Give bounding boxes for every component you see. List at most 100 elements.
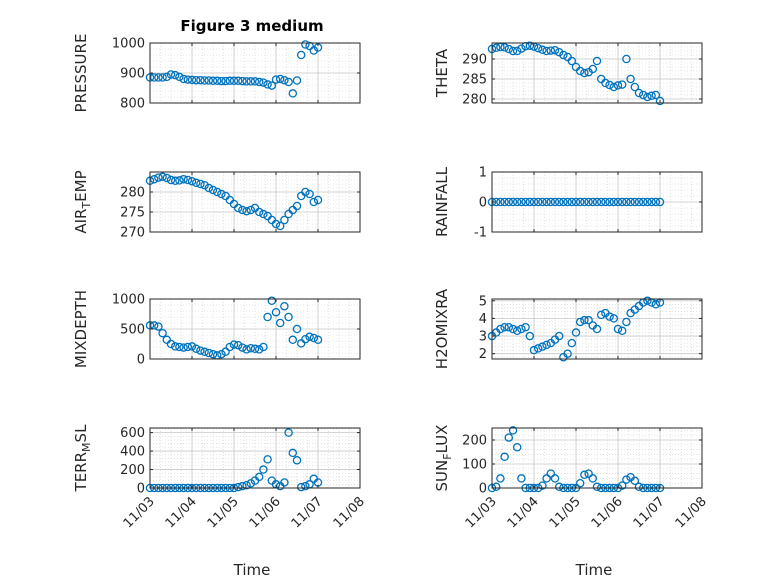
data-point	[280, 478, 289, 487]
data-point	[571, 197, 581, 207]
data-point	[263, 312, 272, 322]
data-point	[233, 482, 243, 492]
data-point	[596, 197, 606, 207]
data-point	[643, 296, 652, 306]
data-point	[508, 324, 518, 334]
data-point	[305, 189, 314, 199]
data-point	[212, 187, 222, 197]
data-point	[601, 78, 610, 88]
data-point	[187, 75, 197, 85]
data-point	[559, 50, 568, 60]
data-point	[655, 197, 665, 207]
data-point	[588, 64, 598, 74]
data-point	[301, 187, 310, 197]
data-point	[158, 73, 167, 82]
data-point	[183, 342, 193, 352]
data-point	[504, 322, 514, 332]
x-tick-label: 11/03	[121, 494, 158, 531]
y-tick-label: 100	[462, 458, 487, 473]
data-point	[550, 45, 560, 55]
data-point	[301, 40, 310, 49]
data-point	[538, 342, 547, 351]
data-point	[242, 480, 251, 490]
data-point	[542, 474, 551, 483]
data-point	[617, 80, 627, 89]
data-point	[500, 197, 509, 207]
data-point	[655, 96, 665, 106]
data-point	[170, 176, 180, 186]
data-point	[554, 331, 564, 341]
y-tick-label: 280	[462, 93, 487, 108]
data-point	[634, 482, 644, 492]
data-point	[580, 68, 589, 78]
y-tick-label: 1	[479, 166, 487, 181]
data-point	[259, 342, 268, 352]
data-point	[508, 46, 518, 56]
data-point	[500, 322, 509, 332]
data-point	[313, 335, 323, 345]
data-point	[512, 46, 522, 56]
data-point	[288, 448, 298, 458]
data-point	[496, 474, 505, 483]
data-point	[500, 43, 509, 52]
data-point	[601, 197, 610, 207]
data-point	[575, 66, 585, 76]
x-tick-label: 11/05	[205, 494, 242, 531]
data-point	[208, 76, 218, 86]
data-point	[288, 89, 298, 98]
data-point	[622, 54, 631, 64]
data-point	[517, 474, 526, 483]
data-point	[517, 324, 526, 334]
axes-box	[149, 427, 361, 489]
data-point	[580, 470, 589, 480]
y-tick-label: 5	[479, 294, 487, 309]
data-point	[651, 300, 661, 309]
h2omixra-panel: 2 3 4 5 H2OMIXRA	[433, 288, 703, 369]
x-tick-label: 11/08	[673, 494, 710, 531]
data-point	[609, 82, 619, 92]
data-point	[191, 75, 201, 85]
data-point	[229, 76, 239, 86]
data-point	[647, 91, 656, 101]
data-point	[550, 197, 560, 207]
data-point	[546, 46, 556, 55]
y-tick-label: 400	[120, 445, 145, 460]
y-tick-label: 3	[479, 330, 487, 345]
x-tick-label: 11/06	[589, 494, 626, 531]
data-point	[533, 197, 543, 207]
data-point	[271, 219, 281, 229]
data-point	[647, 197, 656, 207]
data-point	[275, 74, 285, 84]
data-point	[229, 340, 239, 349]
data-point	[200, 347, 209, 357]
data-point	[626, 197, 635, 207]
data-point	[275, 318, 285, 328]
rainfall-panel: -1 0 1 RAINFALL	[433, 166, 703, 241]
data-point	[546, 197, 556, 207]
data-point	[613, 81, 623, 90]
data-point	[292, 76, 302, 85]
data-point	[238, 343, 247, 352]
data-point	[651, 90, 661, 100]
x-tick-label: 11/07	[631, 494, 668, 531]
data-point	[592, 324, 602, 334]
data-point	[504, 433, 514, 442]
axes-box	[491, 42, 703, 104]
data-point	[204, 76, 214, 85]
data-point	[259, 209, 268, 219]
data-point	[592, 482, 602, 492]
y-axis-label: PRESSURE	[72, 34, 90, 113]
data-point	[504, 44, 514, 54]
data-point	[221, 347, 230, 357]
data-point	[575, 197, 585, 207]
data-point	[584, 197, 593, 207]
data-point	[204, 183, 214, 193]
data-point	[525, 41, 535, 51]
data-point	[259, 465, 268, 474]
y-axis-label: SUNFLUX	[433, 425, 454, 492]
y-tick-label: 275	[120, 206, 145, 221]
data-point	[609, 197, 619, 207]
sun-flux-panel: 0 100 200 11/03 11/04 11/05 11/06 11/07 11/08 SUN…	[433, 425, 710, 532]
